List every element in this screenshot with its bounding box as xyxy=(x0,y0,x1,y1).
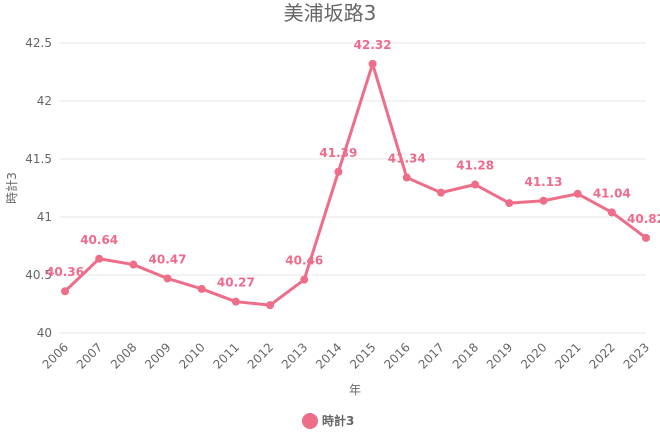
legend-marker xyxy=(302,413,318,429)
data-point[interactable] xyxy=(266,301,275,310)
data-point[interactable] xyxy=(539,196,548,205)
y-tick-label: 41.5 xyxy=(25,152,52,166)
x-tick-label: 2015 xyxy=(347,340,378,371)
series-line xyxy=(63,62,647,307)
data-label: 40.82 xyxy=(627,212,660,226)
x-tick-label: 2022 xyxy=(586,340,617,371)
x-tick-label: 2023 xyxy=(621,340,652,371)
data-label: 42.32 xyxy=(354,38,392,52)
data-label: 40.47 xyxy=(149,252,187,266)
x-tick-label: 2010 xyxy=(176,340,207,371)
data-label: 41.34 xyxy=(388,152,426,166)
data-labels: 40.36 40.64 40.47 40.27 40.46 41.39 42.32 41.34… xyxy=(46,38,660,290)
data-point[interactable] xyxy=(334,167,343,176)
x-axis-title: 年 xyxy=(349,383,361,397)
data-point[interactable] xyxy=(95,254,104,263)
data-point[interactable] xyxy=(368,59,377,68)
data-point[interactable] xyxy=(163,274,172,283)
x-tick-label: 2006 xyxy=(40,340,71,371)
x-tick-label: 2021 xyxy=(552,340,583,371)
x-tick-label: 2009 xyxy=(142,340,173,371)
data-point[interactable] xyxy=(231,297,240,306)
data-point[interactable] xyxy=(642,233,650,242)
data-point[interactable] xyxy=(505,199,514,208)
y-tick-label: 42.5 xyxy=(25,36,52,50)
data-label: 40.36 xyxy=(46,265,84,279)
data-point[interactable] xyxy=(197,284,206,293)
x-axis-ticks: 2006 2007 2008 2009 2010 2011 2012 2013 2014 2015… xyxy=(40,340,652,371)
x-tick-label: 2013 xyxy=(279,340,310,371)
data-point[interactable] xyxy=(436,188,445,197)
data-label: 41.39 xyxy=(319,146,357,160)
data-label: 40.27 xyxy=(217,276,255,290)
x-tick-label: 2020 xyxy=(518,340,549,371)
data-point[interactable] xyxy=(129,260,138,269)
x-tick-label: 2012 xyxy=(245,340,276,371)
y-tick-label: 41 xyxy=(37,210,52,224)
data-label: 41.13 xyxy=(524,175,562,189)
x-tick-label: 2017 xyxy=(416,340,447,371)
data-label: 40.46 xyxy=(285,254,323,268)
y-tick-label: 40.5 xyxy=(25,268,52,282)
data-point[interactable] xyxy=(607,208,616,217)
x-tick-label: 2008 xyxy=(108,340,139,371)
legend-label: 時計3 xyxy=(322,413,354,428)
data-label: 41.04 xyxy=(593,186,631,200)
y-axis-ticks: 40 40.5 41 41.5 42 42.5 xyxy=(25,36,52,340)
y-axis-title: 時計3 xyxy=(4,172,19,204)
data-point[interactable] xyxy=(402,173,411,182)
chart-title: 美浦坂路3 xyxy=(284,1,377,25)
x-tick-label: 2016 xyxy=(381,340,412,371)
x-tick-label: 2007 xyxy=(74,340,105,371)
y-tick-label: 42 xyxy=(37,94,52,108)
data-point[interactable] xyxy=(300,275,309,284)
x-tick-label: 2014 xyxy=(313,340,344,371)
x-tick-label: 2011 xyxy=(211,340,242,371)
x-tick-label: 2019 xyxy=(484,340,515,371)
data-point[interactable] xyxy=(573,189,582,198)
data-point[interactable] xyxy=(471,180,480,189)
series-layer xyxy=(61,59,650,310)
y-tick-label: 40 xyxy=(37,326,52,340)
data-label: 41.28 xyxy=(456,159,494,173)
data-label: 40.64 xyxy=(80,233,118,247)
legend[interactable]: 時計3 xyxy=(302,413,354,429)
x-tick-label: 2018 xyxy=(450,340,481,371)
data-point[interactable] xyxy=(61,287,69,296)
